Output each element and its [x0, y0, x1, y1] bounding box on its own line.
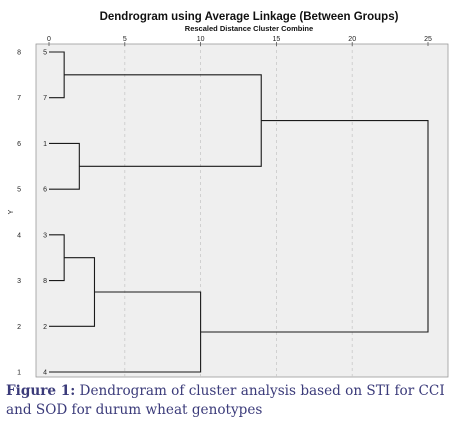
row-label: 5	[17, 187, 21, 194]
x-axis-ticks: 0 5 10 15 20 25	[47, 36, 432, 46]
leaf-label: 3	[43, 232, 47, 239]
row-label: 7	[17, 95, 21, 102]
row-label: 1	[17, 370, 21, 377]
row-label: 8	[17, 50, 21, 57]
chart-subtitle: Rescaled Distance Cluster Combine	[185, 24, 313, 33]
leaf-label: 7	[43, 95, 47, 102]
leaf-labels: 5 7 1 6 3 8 2 4	[43, 50, 47, 377]
row-label: 6	[17, 141, 21, 148]
leaf-label: 4	[43, 370, 47, 377]
row-label: 2	[17, 324, 21, 331]
x-tick-label: 10	[197, 36, 205, 43]
leaf-label: 5	[43, 50, 47, 57]
plot-area	[35, 43, 449, 378]
figure-caption-text: Dendrogram of cluster analysis based on …	[6, 383, 445, 418]
leaf-label: 1	[43, 141, 47, 148]
x-tick-label: 5	[123, 36, 127, 43]
row-label: 3	[17, 278, 21, 285]
leaf-label: 2	[43, 324, 47, 331]
leaf-label: 6	[43, 187, 47, 194]
x-tick-label: 15	[273, 36, 281, 43]
left-row-labels: 8 7 6 5 4 3 2 1	[17, 50, 21, 377]
row-label: 4	[17, 232, 21, 239]
dendrogram-chart: Dendrogram using Average Linkage (Betwee…	[8, 11, 449, 378]
x-tick-label: 25	[424, 36, 432, 43]
chart-title: Dendrogram using Average Linkage (Betwee…	[100, 11, 399, 23]
leaf-label: 8	[43, 278, 47, 285]
merge-link	[200, 120, 429, 333]
figure-caption: Figure 1: Dendrogram of cluster analysis…	[6, 382, 458, 420]
x-tick-label: 20	[348, 36, 356, 43]
dendrogram-links	[49, 51, 429, 373]
y-axis-label: Y	[8, 209, 15, 214]
figure-label: Figure 1:	[6, 383, 76, 399]
x-tick-label: 0	[47, 36, 51, 43]
